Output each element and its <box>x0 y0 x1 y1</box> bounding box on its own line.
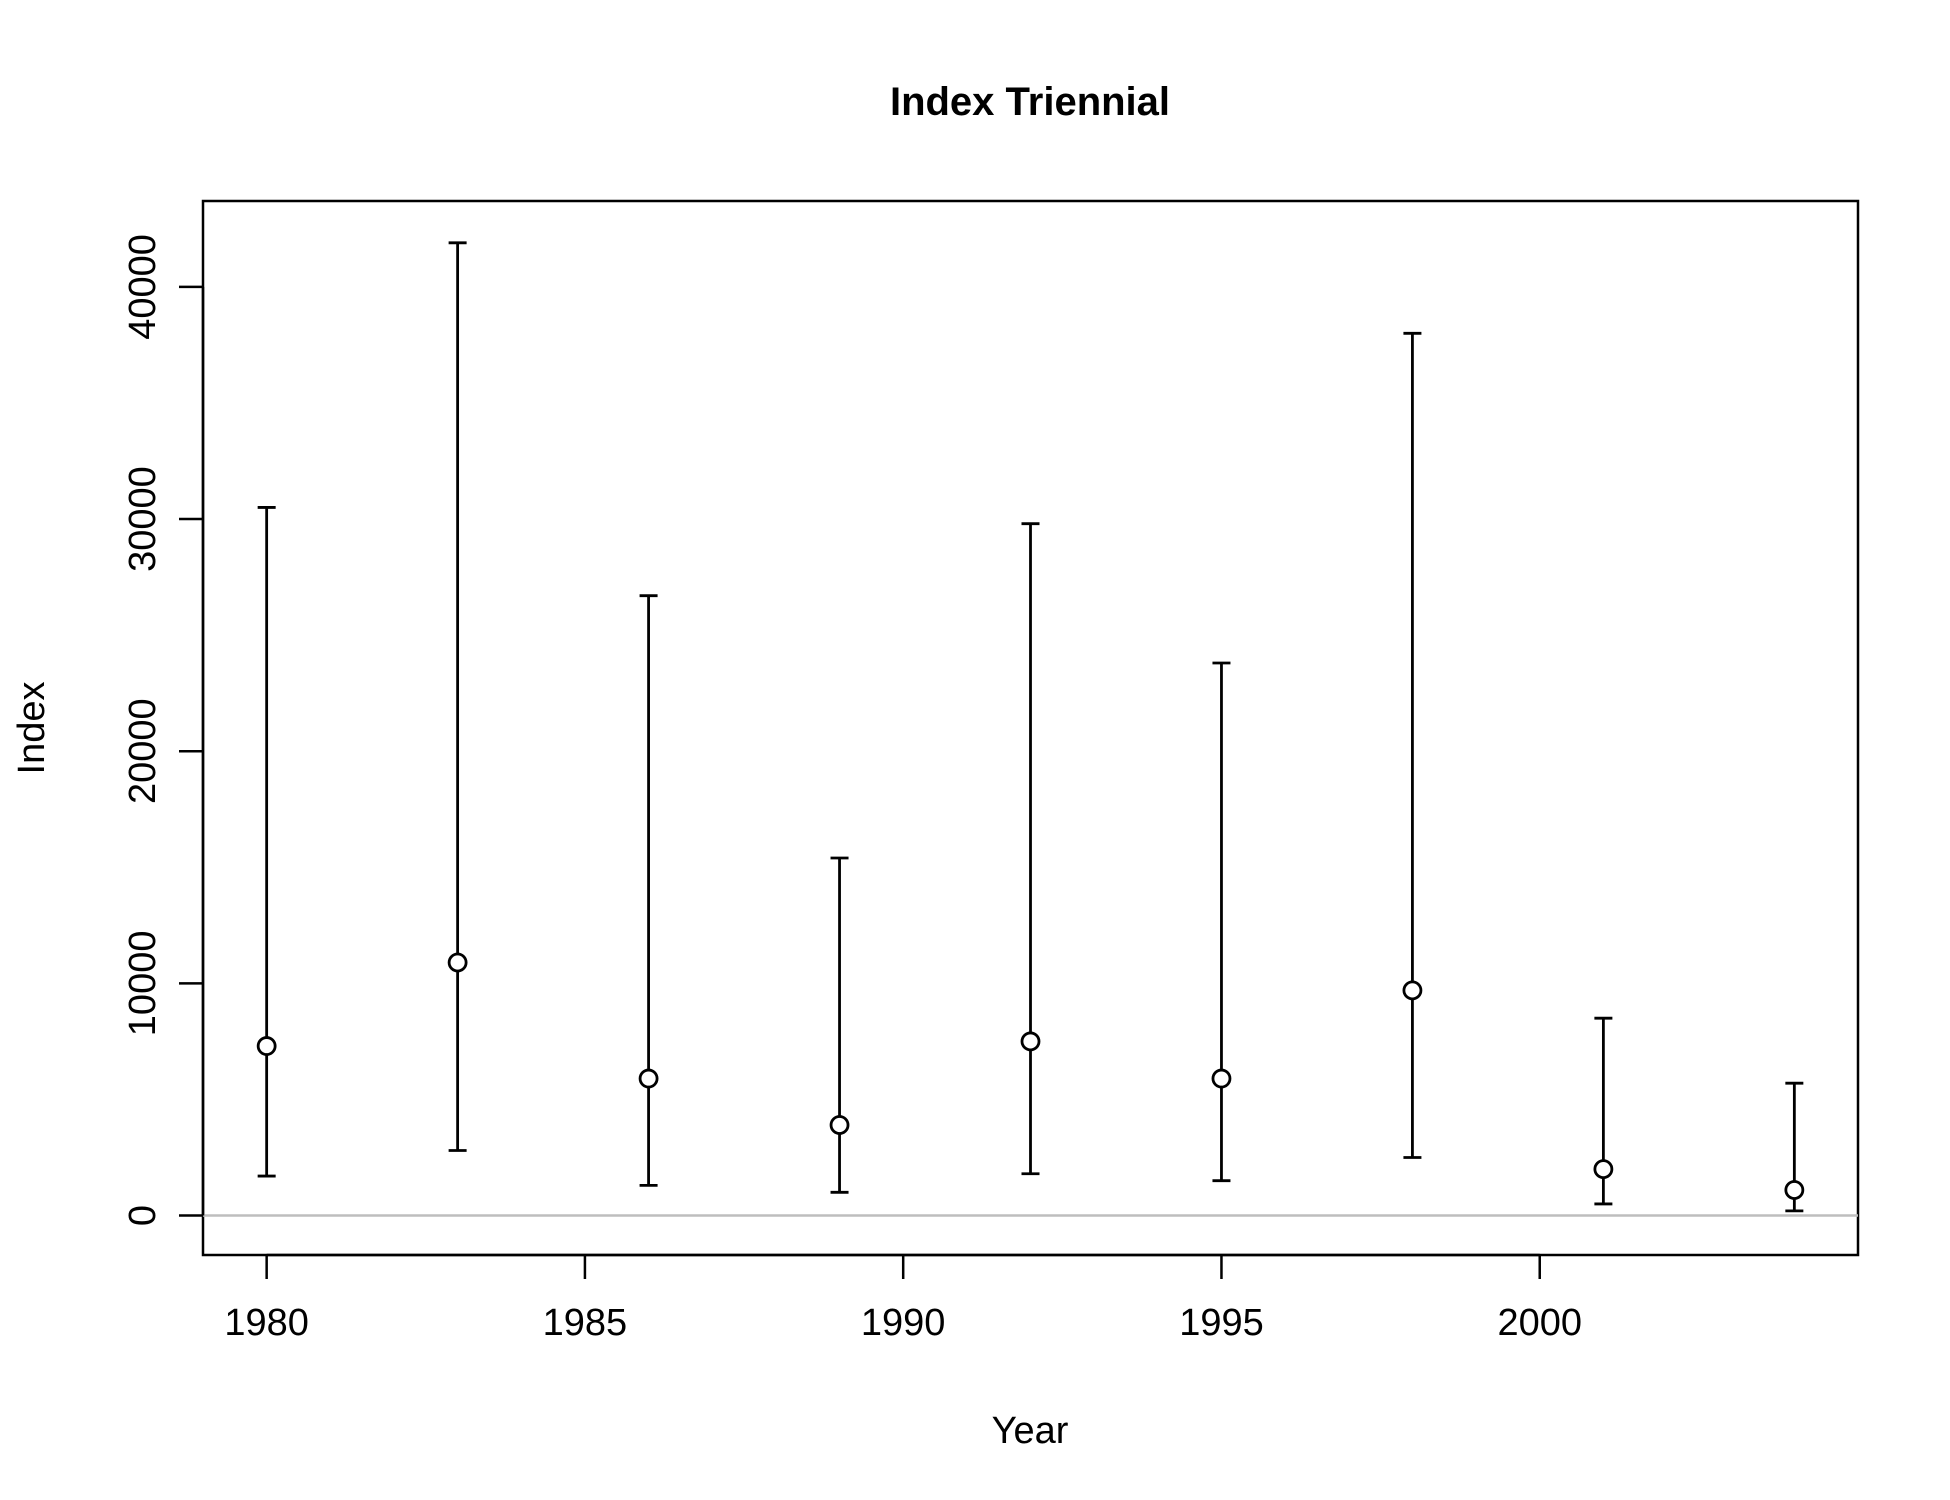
y-tick-label: 10000 <box>122 931 164 1037</box>
x-tick-label: 1995 <box>1179 1302 1264 1344</box>
y-tick-label: 40000 <box>122 234 164 340</box>
data-point <box>1402 980 1423 1001</box>
data-point <box>829 1115 850 1135</box>
y-tick-label: 30000 <box>122 466 164 572</box>
data-point <box>1211 1068 1232 1089</box>
y-tick-label: 0 <box>122 1205 164 1226</box>
data-point <box>256 1036 277 1056</box>
y-tick-label: 20000 <box>122 698 164 804</box>
data-point <box>1020 1031 1041 1052</box>
data-points <box>256 952 1805 1200</box>
error-bars <box>257 241 1804 1213</box>
x-tick-label: 1980 <box>224 1302 309 1344</box>
data-point <box>447 952 468 973</box>
data-point <box>1784 1180 1805 1200</box>
x-tick-label: 1985 <box>543 1302 628 1344</box>
data-point <box>638 1068 659 1089</box>
y-axis-label: Index <box>11 682 53 775</box>
x-axis: 1980 1985 1990 1995 2000 <box>224 1253 1582 1344</box>
data-point <box>1593 1159 1614 1180</box>
x-axis-label: Year <box>992 1410 1069 1452</box>
x-tick-label: 2000 <box>1497 1302 1582 1344</box>
x-tick-label: 1990 <box>861 1302 946 1344</box>
y-axis: 0 10000 20000 30000 40000 <box>122 234 205 1226</box>
chart-title: Index Triennial <box>890 80 1170 124</box>
